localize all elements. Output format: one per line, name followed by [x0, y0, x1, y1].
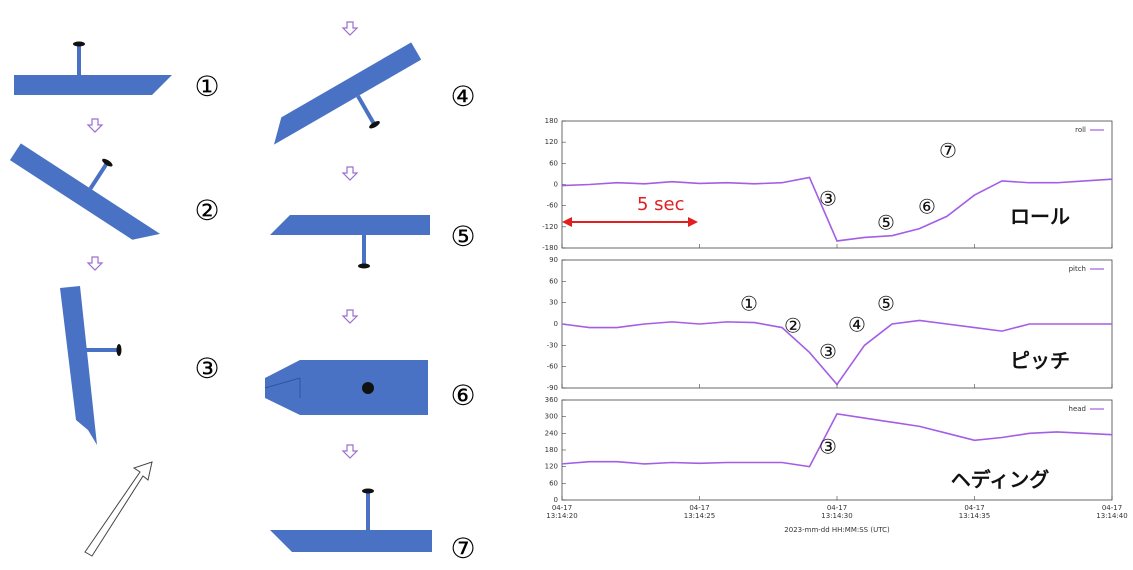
scale-arrow	[562, 217, 698, 227]
y-tick-label: 300	[545, 413, 558, 421]
diagram: ① ② ③ ④ ⑤ ⑥ ⑦	[9, 21, 476, 565]
y-tick-label: 180	[545, 446, 558, 454]
series-line	[561, 176, 1113, 242]
y-tick-label: 0	[554, 496, 558, 504]
glider-2	[9, 143, 161, 240]
annotation: ヘディング	[951, 468, 1050, 492]
x-tick-label: 13:14:40	[1096, 512, 1127, 520]
y-tick-label: 60	[549, 277, 558, 285]
glider-5	[270, 215, 430, 269]
y-tick-label: 60	[549, 159, 558, 167]
x-tick-label: 04-17	[827, 504, 847, 512]
annotation: ③	[819, 187, 837, 211]
legend-label: head	[1069, 405, 1086, 413]
annotation: ④	[848, 313, 866, 337]
y-tick-label: 0	[554, 181, 558, 189]
x-tick-label: 04-17	[552, 504, 572, 512]
y-tick-label: 120	[545, 463, 558, 471]
x-tick-label: 13:14:25	[684, 512, 715, 520]
glider-4	[273, 42, 422, 145]
x-tick-label: 04-17	[689, 504, 709, 512]
y-tick-label: 180	[545, 117, 558, 125]
annotation: 5 sec	[637, 194, 685, 215]
step-label: ⑦	[450, 532, 475, 565]
down-arrows	[86, 21, 359, 459]
annotation: ①	[740, 292, 758, 316]
y-tick-label: 240	[545, 429, 558, 437]
glider-7	[270, 488, 432, 552]
annotation: ②	[784, 314, 802, 338]
annotation: ⑦	[939, 139, 957, 163]
y-tick-label: 90	[549, 256, 558, 264]
legend-label: pitch	[1069, 265, 1086, 273]
x-tick-label: 04-17	[964, 504, 984, 512]
y-tick-label: -120	[542, 223, 558, 231]
y-tick-label: 0	[554, 320, 558, 328]
y-tick-label: 60	[549, 479, 558, 487]
y-tick-label: 360	[545, 396, 558, 404]
y-tick-label: 30	[549, 299, 558, 307]
series-line	[561, 413, 1113, 468]
legend-label: roll	[1075, 126, 1086, 134]
annotation: ⑤	[877, 211, 895, 235]
y-tick-label: 120	[545, 138, 558, 146]
annotation: ③	[819, 435, 837, 459]
big-arrow	[84, 461, 153, 557]
x-tick-label: 13:14:30	[821, 512, 852, 520]
annotation: ⑤	[877, 292, 895, 316]
step-label: ④	[450, 80, 475, 113]
y-tick-label: -60	[547, 202, 558, 210]
x-axis-label: 2023-mm-dd HH:MM:SS (UTC)	[784, 526, 890, 534]
y-tick-label: -90	[547, 384, 558, 392]
x-tick-label: 13:14:35	[959, 512, 990, 520]
step-label: ⑥	[450, 379, 475, 412]
x-tick-label: 04-17	[1102, 504, 1122, 512]
glider-6	[264, 360, 428, 415]
y-tick-label: -180	[542, 244, 558, 252]
step-label: ①	[194, 70, 219, 103]
glider-3	[60, 286, 122, 445]
annotation: ロール	[1010, 205, 1070, 229]
step-label: ③	[194, 352, 219, 385]
annotation: ⑥	[918, 195, 936, 219]
annotation: ピッチ	[1010, 349, 1070, 373]
glider-1	[14, 41, 172, 95]
step-label: ②	[194, 194, 219, 227]
x-tick-label: 13:14:20	[546, 512, 577, 520]
annotation: ③	[819, 340, 837, 364]
step-label: ⑤	[450, 220, 475, 253]
y-tick-label: -30	[547, 341, 558, 349]
y-tick-label: -60	[547, 363, 558, 371]
